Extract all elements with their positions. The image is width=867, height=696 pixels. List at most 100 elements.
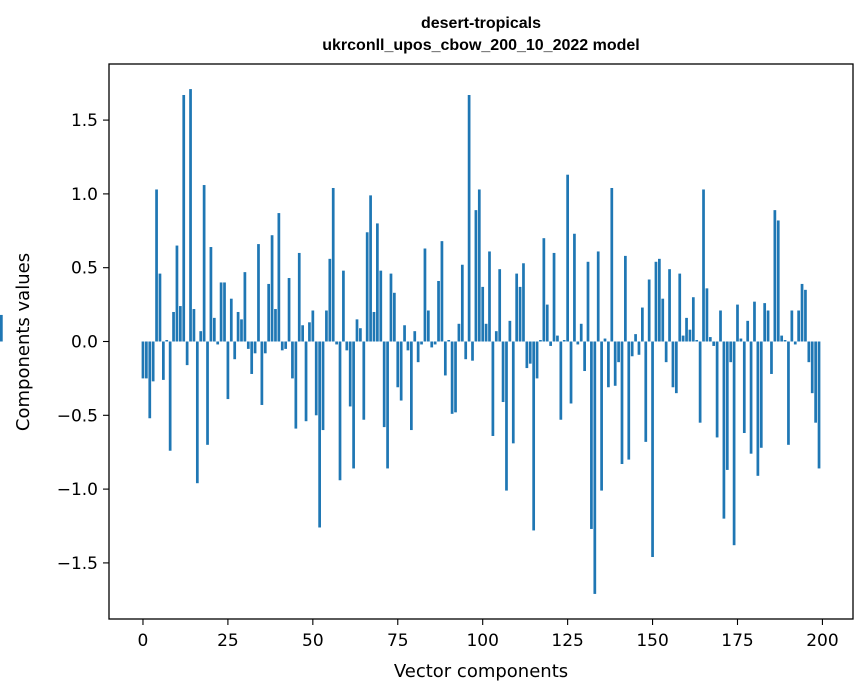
bar-101 — [484, 323, 488, 342]
bar-114 — [528, 341, 532, 364]
bar-140 — [617, 341, 620, 363]
bar-189 — [783, 340, 787, 342]
bar-133 — [593, 341, 597, 594]
bar-58 — [338, 341, 342, 481]
bar-92 — [454, 341, 457, 413]
bar-93 — [457, 323, 461, 342]
bar-80 — [413, 331, 417, 342]
y-tick-label-1: −1.0 — [57, 480, 98, 500]
bar-76 — [399, 341, 403, 401]
bar-163 — [695, 340, 699, 342]
bar-187 — [776, 220, 780, 342]
bar-116 — [535, 341, 539, 379]
bar-67 — [369, 195, 372, 342]
bar-154 — [664, 341, 668, 363]
bar-190 — [787, 341, 790, 445]
bar-123 — [559, 341, 563, 420]
bar-91 — [450, 341, 454, 414]
bar-151 — [654, 261, 658, 342]
bar-170 — [719, 310, 722, 342]
x-tick-label-25: 25 — [217, 631, 239, 651]
bar-184 — [766, 310, 770, 342]
bar-178 — [746, 320, 750, 342]
y-tick-label-3: 0.0 — [71, 333, 98, 353]
bar-25 — [226, 341, 230, 400]
bar-180 — [753, 301, 756, 342]
bar-117 — [539, 340, 542, 342]
bar-8 — [168, 341, 172, 451]
bar-168 — [712, 341, 716, 346]
bar-27 — [233, 341, 237, 360]
bar-128 — [576, 341, 580, 345]
bar-181 — [756, 341, 760, 476]
bar-6 — [162, 341, 165, 380]
bar-148 — [644, 341, 648, 442]
bar-34 — [257, 244, 260, 342]
bar-66 — [365, 232, 369, 342]
x-tick-label-125: 125 — [551, 631, 583, 651]
bar-16 — [195, 341, 199, 484]
plot-frame — [108, 63, 854, 620]
bar-175 — [736, 304, 739, 342]
y-tick-label-4: 0.5 — [71, 259, 98, 279]
x-tick-label-75: 75 — [387, 631, 409, 651]
bar-108 — [508, 320, 512, 342]
bar-15 — [192, 309, 196, 342]
bar-98 — [474, 210, 478, 342]
y-axis-label: Components values — [13, 253, 34, 431]
bar-73 — [389, 273, 393, 342]
x-tick-label-200: 200 — [806, 631, 838, 651]
x-tick-label-175: 175 — [721, 631, 753, 651]
bar-59 — [342, 270, 345, 342]
bar-undefined — [0, 314, 3, 342]
bar-120 — [549, 341, 552, 346]
bar-179 — [749, 341, 753, 454]
bar-71 — [382, 341, 386, 428]
bar-85 — [430, 341, 434, 348]
bar-7 — [165, 340, 169, 342]
bar-51 — [314, 341, 318, 416]
bar-121 — [552, 252, 556, 342]
bar-174 — [732, 341, 736, 546]
bar-57 — [335, 341, 338, 345]
bar-197 — [810, 341, 814, 394]
bar-49 — [308, 322, 311, 342]
bar-33 — [253, 341, 257, 354]
bar-75 — [396, 341, 400, 388]
ticks-group: 0 25 50 75 100 125 150 175 200 −1.5 −1.0 −0.5 0.0 0.5… — [57, 111, 839, 651]
bar-61 — [348, 341, 352, 407]
bar-169 — [715, 341, 719, 438]
bar-102 — [488, 251, 491, 342]
bar-24 — [223, 282, 226, 342]
x-tick-label-0: 0 — [138, 631, 149, 651]
bars-group — [0, 89, 821, 594]
bar-153 — [661, 298, 665, 342]
bar-11 — [178, 306, 182, 342]
bar-127 — [573, 233, 576, 342]
bar-86 — [433, 341, 437, 345]
bar-4 — [155, 189, 158, 342]
bar-177 — [742, 341, 746, 434]
bar-155 — [668, 269, 671, 342]
bar-143 — [627, 341, 631, 460]
bar-132 — [590, 341, 593, 529]
bar-159 — [681, 335, 685, 342]
bar-165 — [702, 189, 705, 342]
bar-191 — [790, 310, 794, 342]
bar-119 — [545, 304, 549, 342]
bar-5 — [158, 273, 162, 342]
bar-199 — [817, 341, 821, 469]
bar-146 — [637, 341, 641, 355]
bar-2 — [148, 341, 152, 419]
bar-137 — [607, 341, 610, 388]
bar-113 — [525, 341, 529, 369]
bar-198 — [814, 341, 817, 423]
bar-152 — [658, 258, 661, 342]
bar-145 — [634, 334, 637, 342]
y-tick-label-6: 1.5 — [71, 111, 98, 131]
bar-96 — [467, 95, 471, 342]
bar-60 — [345, 341, 349, 351]
bar-40 — [277, 213, 281, 342]
bar-110 — [515, 273, 519, 342]
